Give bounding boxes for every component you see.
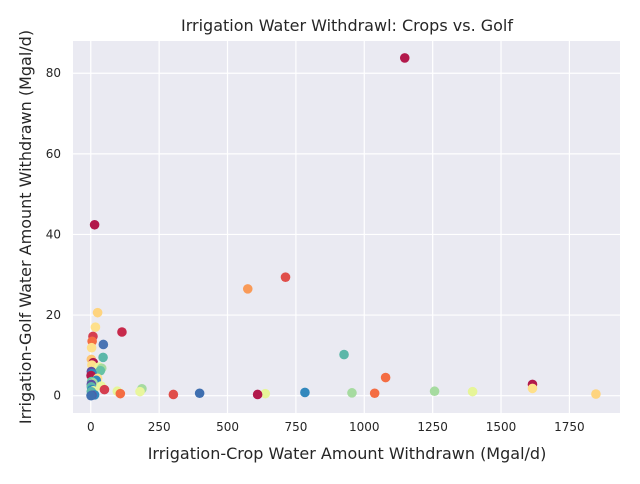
data-point xyxy=(339,349,349,360)
data-point xyxy=(98,339,109,350)
x-tick-label: 500 xyxy=(216,420,239,434)
data-point xyxy=(90,322,101,332)
grid-lines xyxy=(73,41,620,413)
data-point xyxy=(168,389,179,400)
data-point xyxy=(98,352,108,363)
data-point xyxy=(380,372,391,383)
data-point xyxy=(429,386,440,397)
data-point xyxy=(242,284,253,294)
data-point xyxy=(89,219,100,230)
x-tick-label: 1500 xyxy=(486,420,517,434)
data-point xyxy=(347,388,357,398)
data-point xyxy=(115,388,126,399)
data-point xyxy=(135,386,145,397)
x-axis-label: Irrigation-Crop Water Amount Withdrawn (… xyxy=(148,444,547,463)
x-tick-label: 1250 xyxy=(417,420,448,434)
data-point xyxy=(95,365,106,376)
data-point xyxy=(252,389,263,400)
data-points xyxy=(86,53,601,401)
data-point xyxy=(527,383,538,394)
data-point xyxy=(280,272,291,282)
y-tick-label: 80 xyxy=(46,66,61,80)
y-tick-label: 60 xyxy=(46,147,61,161)
data-point xyxy=(300,387,310,398)
data-point xyxy=(86,390,96,401)
data-point xyxy=(369,388,380,399)
data-point xyxy=(467,386,478,397)
x-tick-label: 1000 xyxy=(349,420,380,434)
data-point xyxy=(86,342,97,353)
data-point xyxy=(92,307,103,318)
data-point xyxy=(99,384,110,395)
x-tick-label: 750 xyxy=(284,420,307,434)
chart-title: Irrigation Water Withdrawl: Crops vs. Go… xyxy=(181,16,513,35)
x-axis-ticks: 0 250 500 750 1000 1250 1500 1750 xyxy=(87,420,585,434)
y-tick-label: 40 xyxy=(46,227,61,241)
data-point xyxy=(591,389,601,399)
y-tick-label: 0 xyxy=(53,389,61,403)
y-axis-label: Irrigation-Golf Water Amount Withdrawn (… xyxy=(16,30,35,424)
data-point xyxy=(194,388,205,399)
data-point xyxy=(260,388,271,399)
y-axis-ticks: 0 20 40 60 80 xyxy=(46,66,61,402)
data-point xyxy=(117,327,127,337)
x-tick-label: 1750 xyxy=(554,420,585,434)
data-point xyxy=(399,53,410,63)
y-tick-label: 20 xyxy=(46,308,61,322)
x-tick-label: 0 xyxy=(87,420,95,434)
x-tick-label: 250 xyxy=(148,420,171,434)
